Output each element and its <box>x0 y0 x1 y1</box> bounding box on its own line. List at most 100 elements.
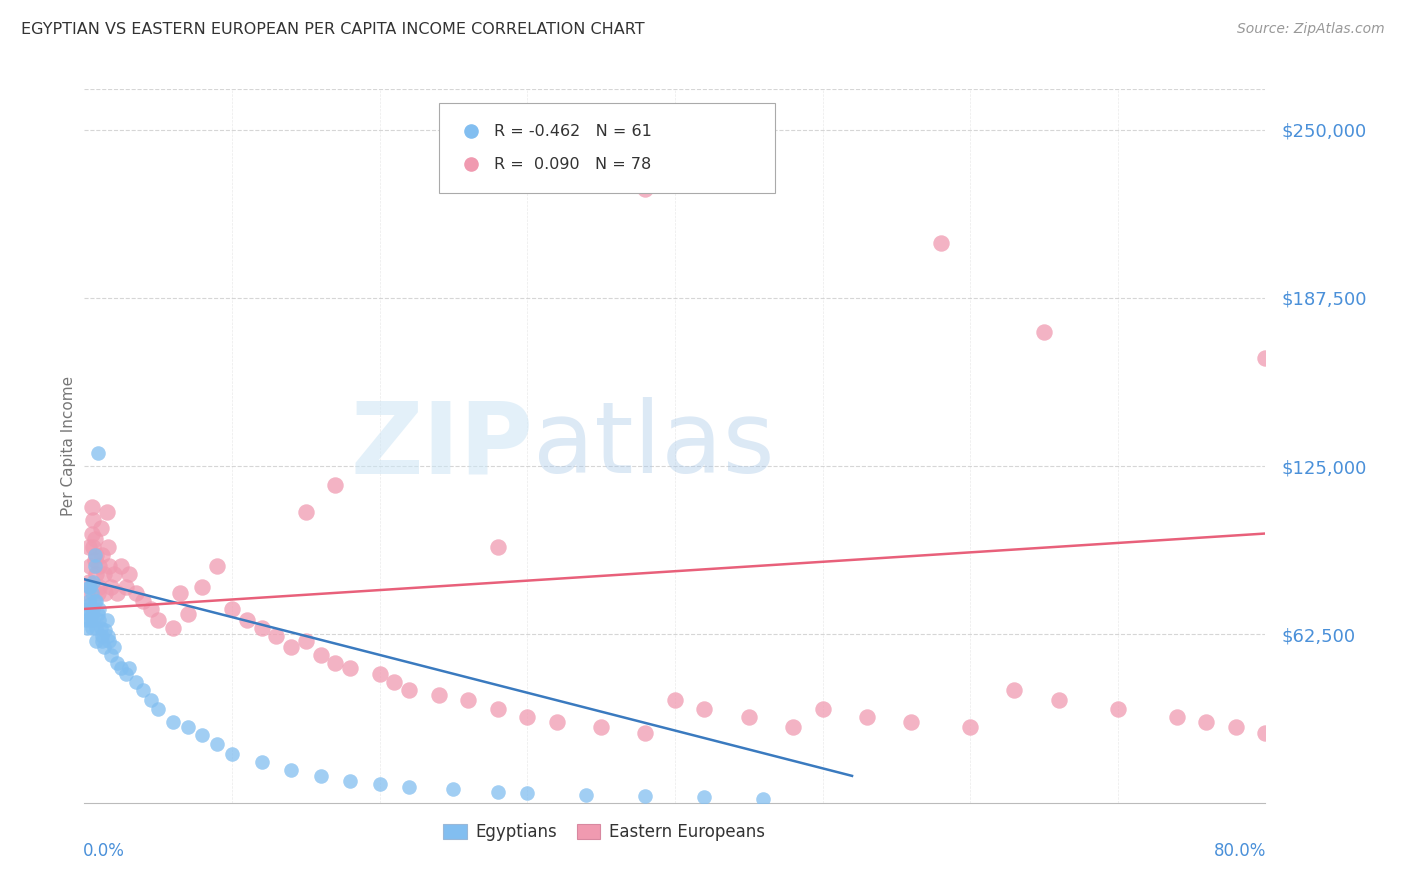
Point <box>575 788 598 802</box>
Point <box>555 796 578 810</box>
Point <box>177 607 200 622</box>
Point <box>1004 682 1026 697</box>
Point <box>382 674 406 689</box>
Point <box>83 532 105 546</box>
Point <box>80 500 103 514</box>
Point <box>752 791 775 805</box>
Point <box>100 580 122 594</box>
Point <box>84 566 107 581</box>
Point <box>87 602 111 616</box>
Point <box>77 580 100 594</box>
Point <box>295 634 318 648</box>
Point <box>1225 720 1247 734</box>
Y-axis label: Per Capita Income: Per Capita Income <box>60 376 76 516</box>
Point <box>76 602 98 616</box>
Point <box>82 613 104 627</box>
FancyBboxPatch shape <box>439 103 775 193</box>
Point <box>83 553 105 567</box>
Point <box>77 594 100 608</box>
Point <box>97 540 120 554</box>
Point <box>546 714 568 729</box>
Point <box>1107 701 1129 715</box>
Point <box>486 540 509 554</box>
Point <box>90 621 112 635</box>
Point <box>929 235 952 250</box>
Point <box>221 747 243 762</box>
Point <box>105 656 128 670</box>
Text: R =  0.090   N = 78: R = 0.090 N = 78 <box>494 157 651 171</box>
Point <box>118 566 141 581</box>
Point <box>221 602 243 616</box>
Point <box>280 764 302 778</box>
Point <box>959 720 981 734</box>
Point <box>148 613 170 627</box>
Point <box>86 586 108 600</box>
Point <box>114 666 136 681</box>
Point <box>266 629 288 643</box>
Point <box>83 594 105 608</box>
Point <box>86 446 108 460</box>
Point <box>132 594 155 608</box>
Point <box>86 607 108 622</box>
Point <box>148 701 170 715</box>
Point <box>80 586 103 600</box>
Point <box>80 621 103 635</box>
Point <box>79 580 101 594</box>
Point <box>664 693 686 707</box>
Point <box>94 586 117 600</box>
Text: ZIP: ZIP <box>350 398 533 494</box>
Point <box>82 602 104 616</box>
Point <box>132 682 155 697</box>
Legend: Egyptians, Eastern Europeans: Egyptians, Eastern Europeans <box>437 817 772 848</box>
Text: 80.0%: 80.0% <box>1215 842 1267 860</box>
Point <box>84 634 107 648</box>
Point <box>103 640 125 654</box>
Point <box>486 701 509 715</box>
Point <box>339 774 361 789</box>
Point <box>98 634 121 648</box>
Point <box>900 714 922 729</box>
Point <box>1254 351 1277 366</box>
Point <box>162 714 184 729</box>
Point <box>398 682 420 697</box>
Point <box>280 640 302 654</box>
Point <box>325 478 347 492</box>
Point <box>443 782 465 797</box>
Point <box>96 505 118 519</box>
Point <box>738 709 761 723</box>
Point <box>1254 726 1277 740</box>
Point <box>125 586 148 600</box>
Point <box>79 613 101 627</box>
Point <box>84 548 107 562</box>
Point <box>82 513 104 527</box>
Point <box>782 720 804 734</box>
Point <box>634 789 657 803</box>
Point <box>516 786 538 800</box>
Point <box>162 621 184 635</box>
Point <box>309 648 332 662</box>
Point <box>309 769 332 783</box>
Point <box>693 701 716 715</box>
Point <box>98 558 121 573</box>
Point <box>91 634 114 648</box>
Point <box>76 586 98 600</box>
Point <box>93 566 115 581</box>
Point <box>1047 693 1070 707</box>
Point <box>87 558 111 573</box>
Text: R = -0.462   N = 61: R = -0.462 N = 61 <box>494 124 652 139</box>
Point <box>87 613 111 627</box>
Text: 0.0%: 0.0% <box>83 842 125 860</box>
Point <box>93 640 115 654</box>
Point <box>79 597 101 611</box>
Point <box>555 796 578 810</box>
Point <box>368 666 391 681</box>
Point <box>77 540 100 554</box>
Point <box>110 558 132 573</box>
Point <box>96 613 118 627</box>
Point <box>295 505 318 519</box>
Point <box>80 607 103 622</box>
Point <box>80 526 103 541</box>
Point <box>82 540 104 554</box>
Point <box>339 661 361 675</box>
Point <box>250 621 273 635</box>
